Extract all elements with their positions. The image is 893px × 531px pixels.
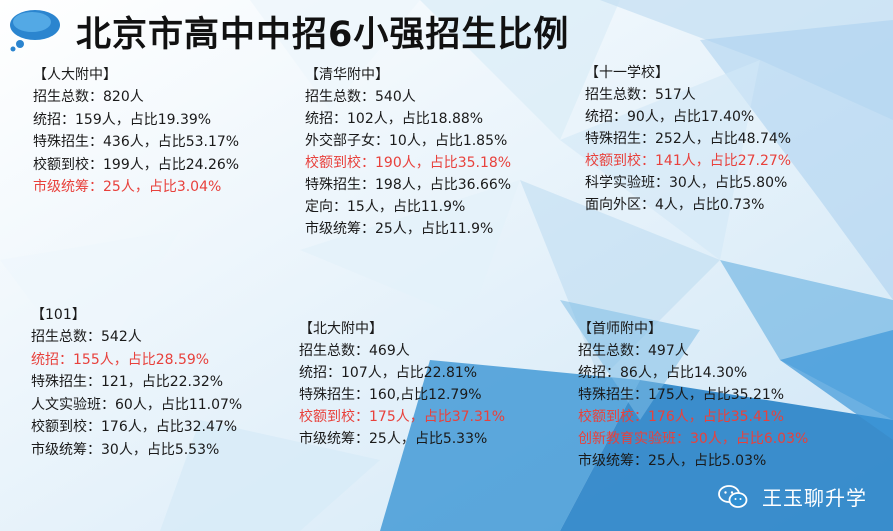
stat-line: 特殊招生：121，占比22.32%	[31, 374, 224, 390]
stat-line: 统招：155人，占比28.59%	[31, 351, 210, 368]
wechat-icon	[718, 484, 748, 508]
school-shoushi-fuzhong: 【首师附中】 招生总数：497人 统招：86人，占比14.30% 特殊招生：17…	[578, 318, 808, 472]
stat-line: 招生总数：542人	[31, 329, 142, 345]
stat-line: 外交部子女：10人，占比1.85%	[305, 133, 508, 149]
school-name: 【首师附中】	[578, 321, 662, 337]
stat-line: 人文实验班：60人，占比11.07%	[31, 396, 243, 413]
stat-line: 市级统筹：30人，占比5.53%	[31, 441, 220, 458]
school-qinghua-fuzhong: 【清华附中】 招生总数：540人 统招：102人，占比18.88% 外交部子女：…	[305, 64, 511, 240]
stat-line: 招生总数：469人	[299, 343, 410, 359]
stat-line: 校额到校：176人，占比32.47%	[31, 419, 238, 435]
speech-bubble-icon	[10, 10, 60, 52]
page-title: 北京市高中中招6小强招生比例	[76, 15, 570, 55]
stat-line: 面向外区：4人，占比0.73%	[585, 197, 765, 213]
school-name: 【人大附中】	[33, 67, 117, 83]
stat-line: 校额到校：176人，占比35.41%	[578, 409, 785, 425]
watermark-text: 王玉聊升学	[762, 486, 867, 510]
school-101: 【101】 招生总数：542人 统招：155人，占比28.59% 特殊招生：12…	[31, 304, 242, 461]
stat-line: 定向：15人，占比11.9%	[305, 199, 466, 215]
school-name: 【北大附中】	[299, 321, 383, 337]
stat-line: 创新教育实验班：30人，占比6.03%	[578, 431, 809, 447]
stat-line: 统招：102人，占比18.88%	[305, 111, 484, 127]
stat-line: 科学实验班：30人，占比5.80%	[585, 175, 788, 191]
stat-line: 招生总数：540人	[305, 89, 416, 105]
stat-line: 特殊招生：252人，占比48.74%	[585, 131, 792, 147]
stat-line: 招生总数：820人	[33, 89, 144, 105]
school-beida-fuzhong: 【北大附中】 招生总数：469人 统招：107人，占比22.81% 特殊招生：1…	[299, 318, 505, 450]
stat-line: 校额到校：175人，占比37.31%	[299, 409, 506, 425]
stat-line: 市级统筹：25人，占比5.33%	[299, 431, 488, 447]
stat-line: 校额到校：141人，占比27.27%	[585, 153, 792, 169]
stat-line: 统招：159人，占比19.39%	[33, 111, 212, 128]
stat-line: 特殊招生：436人，占比53.17%	[33, 134, 240, 150]
school-name: 【101】	[31, 307, 86, 323]
stat-line: 招生总数：497人	[578, 343, 689, 359]
stat-line: 统招：86人，占比14.30%	[578, 365, 748, 381]
stat-line: 特殊招生：198人，占比36.66%	[305, 177, 512, 193]
stat-line: 统招：90人，占比17.40%	[585, 109, 755, 125]
stat-line: 市级统筹：25人，占比3.04%	[33, 179, 222, 195]
stat-line: 特殊招生：175人，占比35.21%	[578, 387, 785, 403]
stat-line: 市级统筹：25人，占比5.03%	[578, 453, 767, 469]
stat-line: 校额到校：190人，占比35.18%	[305, 155, 512, 171]
school-name: 【十一学校】	[585, 65, 669, 81]
school-name: 【清华附中】	[305, 67, 389, 83]
watermark: 王玉聊升学	[718, 482, 867, 511]
stat-line: 校额到校：199人，占比24.26%	[33, 156, 240, 173]
stat-line: 特殊招生：160,占比12.79%	[299, 387, 482, 403]
stat-line: 市级统筹：25人，占比11.9%	[305, 221, 494, 237]
school-renda-fuzhong: 【人大附中】 招生总数：820人 统招：159人，占比19.39% 特殊招生：4…	[33, 64, 239, 199]
stat-line: 招生总数：517人	[585, 87, 696, 103]
school-shiyi-xuexiao: 【十一学校】 招生总数：517人 统招：90人，占比17.40% 特殊招生：25…	[585, 62, 791, 216]
stat-line: 统招：107人，占比22.81%	[299, 365, 478, 381]
